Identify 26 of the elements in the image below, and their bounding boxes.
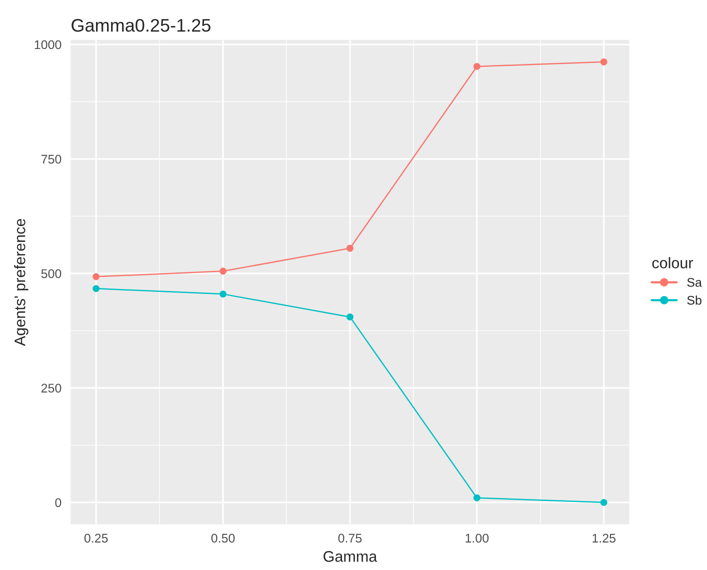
x-tick-label: 0.75 bbox=[338, 534, 362, 543]
y-tick-label: 0 bbox=[55, 498, 62, 508]
point bbox=[473, 62, 480, 70]
x-tick-label: 1.00 bbox=[466, 534, 489, 543]
point bbox=[600, 498, 608, 506]
y-tick-label: 500 bbox=[41, 269, 62, 278]
point bbox=[92, 285, 100, 292]
y-axis-title: Agents' preference bbox=[14, 218, 28, 346]
x-tick-label: 0.25 bbox=[84, 534, 108, 543]
x-axis-title: Gamma bbox=[324, 551, 378, 562]
chart-title: Gamma0.25-1.25 bbox=[72, 18, 210, 32]
point bbox=[600, 58, 608, 66]
legend-label: Sa bbox=[687, 278, 702, 287]
x-tick-label: 0.50 bbox=[211, 534, 235, 543]
legend-label: Sb bbox=[687, 296, 702, 305]
point bbox=[92, 273, 100, 280]
y-tick-label: 1000 bbox=[34, 40, 62, 50]
point bbox=[220, 268, 226, 275]
point bbox=[220, 290, 226, 298]
point bbox=[346, 313, 354, 320]
legend-title: colour bbox=[652, 257, 694, 268]
x-tick-label: 1.25 bbox=[592, 534, 616, 543]
y-tick-label: 250 bbox=[41, 384, 62, 393]
point bbox=[473, 494, 480, 502]
y-tick-label: 750 bbox=[41, 154, 62, 164]
point bbox=[346, 244, 354, 252]
